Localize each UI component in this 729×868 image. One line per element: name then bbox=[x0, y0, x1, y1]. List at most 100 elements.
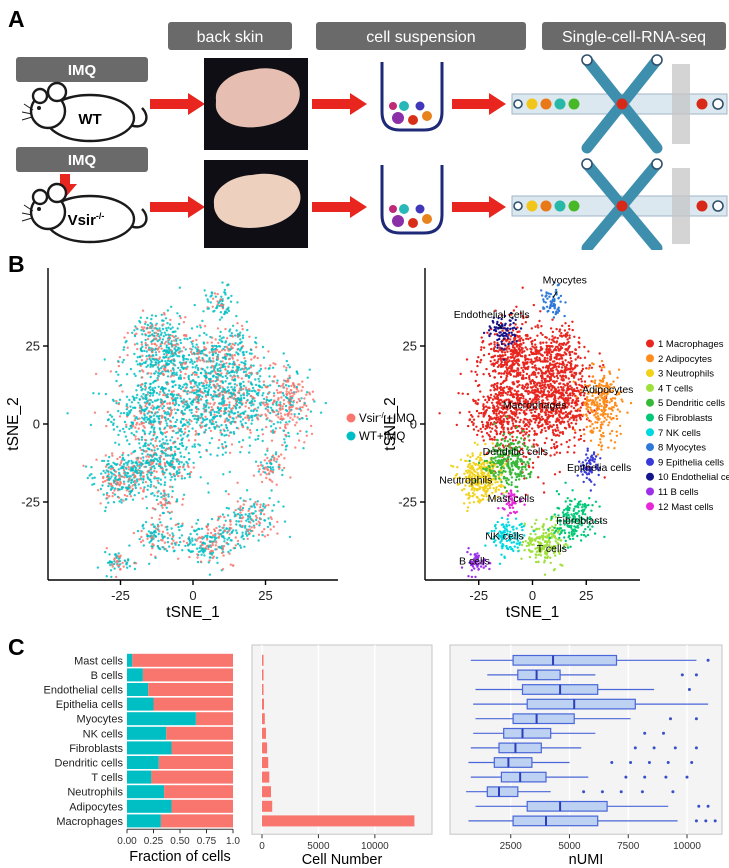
outlier-dot bbox=[610, 761, 613, 764]
tick-label: 0.00 bbox=[117, 836, 137, 847]
droplet bbox=[713, 201, 723, 211]
numi-box bbox=[494, 758, 532, 768]
cell-dot bbox=[527, 201, 538, 212]
cell-number-bar bbox=[262, 728, 266, 739]
tick-label: -25 bbox=[21, 495, 40, 510]
arrow-right-icon bbox=[150, 196, 205, 218]
cell-dot bbox=[416, 102, 425, 111]
cluster-legend: 1 Macrophages2 Adipocytes3 Neutrophils4 … bbox=[646, 339, 729, 513]
mouse-eye bbox=[37, 106, 41, 110]
legend-label: 4 T cells bbox=[658, 383, 693, 394]
cluster-label: Dendritic cells bbox=[483, 446, 548, 458]
wt-mouse: WT bbox=[22, 83, 146, 141]
header-label: cell suspension bbox=[366, 29, 475, 46]
cluster-label: Epithelia cells bbox=[567, 462, 631, 474]
category-label: Adipocytes bbox=[69, 801, 123, 813]
tick-label: -25 bbox=[111, 588, 130, 603]
device-port bbox=[514, 202, 522, 210]
cell-dot bbox=[527, 99, 538, 110]
fraction-bar-segment bbox=[127, 814, 161, 827]
legend-label: 9 Epithelia cells bbox=[658, 457, 724, 468]
outlier-dot bbox=[695, 746, 698, 749]
numi-box bbox=[513, 714, 574, 724]
legend-swatch bbox=[646, 384, 654, 392]
imq-box-wt: IMQ bbox=[16, 57, 148, 82]
cell-dot bbox=[617, 201, 628, 212]
fraction-bar-segment bbox=[166, 727, 233, 740]
header-label: Single-cell-RNA-seq bbox=[562, 29, 706, 46]
cell-dot bbox=[555, 201, 566, 212]
legend-label: 5 Dendritic cells bbox=[658, 398, 725, 409]
tick-label: 0 bbox=[259, 841, 265, 852]
outlier-dot bbox=[620, 790, 623, 793]
cell-dot bbox=[569, 201, 580, 212]
tick-label: 0.50 bbox=[170, 836, 190, 847]
outlier-dot bbox=[634, 746, 637, 749]
cluster-label: Myocytes bbox=[543, 275, 587, 287]
device-port bbox=[582, 159, 592, 169]
cell-dot bbox=[416, 205, 425, 214]
mouse-ear bbox=[48, 83, 66, 101]
cell-dot bbox=[569, 99, 580, 110]
numi-box bbox=[527, 699, 635, 709]
tick-label: 10000 bbox=[673, 841, 701, 852]
legend-label: 12 Mast cells bbox=[658, 502, 714, 513]
cluster-label: Endothelial cells bbox=[454, 309, 530, 321]
category-label: NK cells bbox=[83, 728, 124, 740]
fraction-bar-segment bbox=[127, 785, 164, 798]
fraction-bar-segment bbox=[127, 683, 148, 696]
x-axis-title: Cell Number bbox=[302, 852, 383, 868]
tick-label: 0 bbox=[189, 588, 196, 603]
cell-number-bar bbox=[262, 801, 272, 812]
mouse-ear bbox=[33, 190, 47, 204]
fraction-bar-segment bbox=[127, 771, 151, 784]
cell-dot bbox=[392, 112, 404, 124]
cluster-label: Adipocytes bbox=[582, 384, 633, 396]
legend-label: 11 B cells bbox=[658, 487, 699, 498]
tick-label: 25 bbox=[258, 588, 272, 603]
outlier-dot bbox=[695, 673, 698, 676]
panel-a-label: A bbox=[8, 6, 25, 32]
fraction-bar-segment bbox=[196, 712, 233, 725]
legend-swatch bbox=[646, 488, 654, 496]
outlier-dot bbox=[686, 776, 689, 779]
outlier-dot bbox=[714, 819, 717, 822]
numi-box bbox=[504, 729, 551, 739]
fraction-bar-segment bbox=[164, 785, 233, 798]
outlier-dot bbox=[664, 776, 667, 779]
outlier-dot bbox=[641, 790, 644, 793]
category-label: Dendritic cells bbox=[55, 758, 124, 770]
device-port bbox=[514, 100, 522, 108]
panel-b-label: B bbox=[8, 251, 25, 277]
outlier-dot bbox=[695, 819, 698, 822]
tsne-cluster-points bbox=[438, 281, 632, 578]
beaker-wt bbox=[382, 62, 442, 130]
cluster-label: Fibroblasts bbox=[556, 515, 607, 527]
tsne-condition-points bbox=[66, 281, 327, 578]
wt-mouse-label: WT bbox=[78, 111, 101, 128]
device-port bbox=[582, 55, 592, 65]
cell-number-bar bbox=[262, 742, 267, 753]
outlier-dot bbox=[697, 805, 700, 808]
fraction-bar-segment bbox=[127, 698, 154, 711]
imq-box-vsir: IMQ bbox=[16, 147, 148, 172]
outlier-dot bbox=[674, 746, 677, 749]
cell-dot bbox=[392, 215, 404, 227]
numi-box bbox=[518, 670, 560, 680]
x-axis-title: nUMI bbox=[569, 852, 604, 868]
condition-legend: Vsir-/-+IMQWT+IMQ bbox=[347, 411, 415, 443]
mouse-eye bbox=[37, 207, 41, 211]
cell-number-bar bbox=[262, 815, 414, 826]
droplet bbox=[713, 99, 723, 109]
device-membrane bbox=[672, 168, 690, 244]
arrow-right-icon bbox=[452, 196, 506, 218]
cell-number-bar bbox=[262, 713, 265, 724]
treatment-label: IMQ bbox=[68, 152, 97, 169]
x-axis-title: tSNE_1 bbox=[506, 604, 559, 621]
y-axis-title: tSNE_2 bbox=[382, 397, 399, 450]
cluster-label: Macrophages bbox=[503, 399, 567, 411]
cell-dot bbox=[697, 201, 708, 212]
legend-label: 10 Endothelial cells bbox=[658, 472, 729, 483]
header-cell-suspension: cell suspension bbox=[316, 22, 526, 50]
outlier-dot bbox=[681, 673, 684, 676]
